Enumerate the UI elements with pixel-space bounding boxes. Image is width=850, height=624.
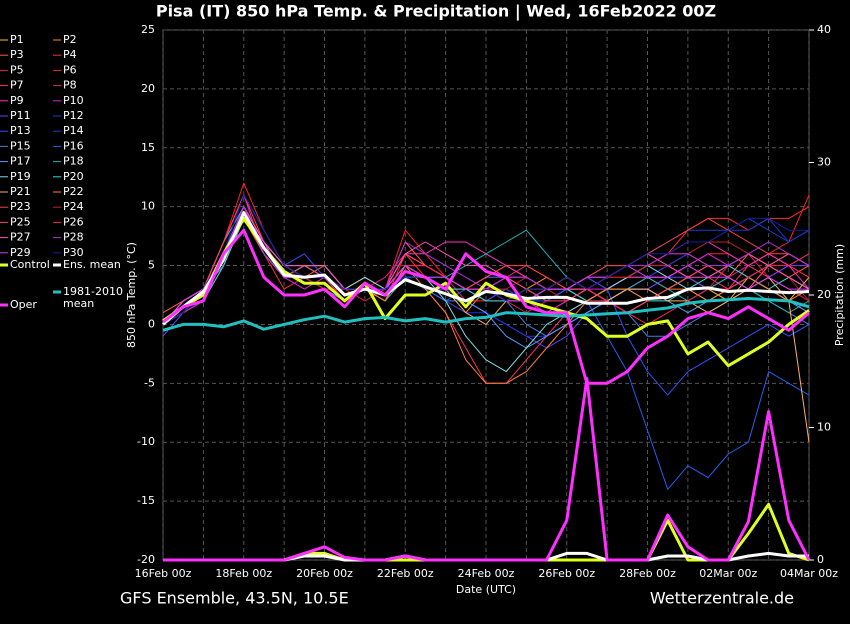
y2-tick-label: 0 — [817, 553, 824, 566]
y2-axis-label: Precipitation (mm) — [833, 244, 846, 346]
legend-label: P8 — [63, 79, 77, 92]
legend-label: P26 — [63, 215, 84, 228]
legend-label: P14 — [63, 124, 84, 137]
legend-label: P4 — [63, 48, 77, 61]
precip-line — [163, 377, 811, 562]
legend-label: P13 — [10, 124, 31, 137]
temp-line — [162, 211, 810, 326]
y2-tick-label: 40 — [817, 23, 831, 36]
x-tick-label: 04Mar 00z — [780, 567, 838, 580]
legend-label: P27 — [10, 231, 31, 244]
x-tick-label: 16Feb 00z — [135, 567, 192, 580]
legend-label: P3 — [10, 48, 24, 61]
legend-label-line: 1981-2010 — [63, 285, 123, 298]
y-axis-label: 850 hPa Temp. (°C) — [125, 242, 138, 348]
legend-label: P30 — [63, 246, 84, 259]
y-tick-label: 15 — [141, 141, 155, 154]
x-tick-label: 02Mar 00z — [699, 567, 757, 580]
legend-label: Control — [10, 258, 50, 271]
y-tick-label: 10 — [141, 200, 155, 213]
y-tick-label: -15 — [137, 494, 155, 507]
y-tick-label: -5 — [144, 376, 155, 389]
x-tick-label: 18Feb 00z — [215, 567, 272, 580]
y2-tick-label: 30 — [817, 156, 831, 169]
y-tick-label: -10 — [137, 435, 155, 448]
x-tick-label: 26Feb 00z — [538, 567, 595, 580]
legend-label: P22 — [63, 185, 84, 198]
y-tick-label: 25 — [141, 23, 155, 36]
legend-label: P19 — [10, 170, 31, 183]
legend-label: P9 — [10, 94, 24, 107]
legend-label: P7 — [10, 79, 24, 92]
x-tick-label: 22Feb 00z — [377, 567, 434, 580]
legend-label: P2 — [63, 33, 77, 46]
legend-label: P5 — [10, 63, 24, 76]
legend-label: P24 — [63, 200, 84, 213]
footer-left: GFS Ensemble, 43.5N, 10.5E — [120, 589, 349, 608]
temp-line — [162, 297, 810, 332]
y-tick-label: 20 — [141, 82, 155, 95]
legend-label: P1 — [10, 33, 24, 46]
legend-label-line: mean — [63, 297, 94, 310]
legend-label: P6 — [63, 63, 77, 76]
legend-label: Ens. mean — [63, 258, 121, 271]
legend-label: P11 — [10, 109, 31, 122]
y-tick-label: 5 — [148, 259, 155, 272]
y2-tick-label: 20 — [817, 288, 831, 301]
y-tick-label: 0 — [148, 317, 155, 330]
legend-label: P29 — [10, 246, 31, 259]
x-axis-label: Date (UTC) — [456, 583, 516, 596]
temp-line — [162, 206, 810, 325]
y-tick-label: -20 — [137, 553, 155, 566]
temp-line — [162, 228, 810, 385]
x-tick-label: 20Feb 00z — [296, 567, 353, 580]
legend-label: P28 — [63, 231, 84, 244]
legend-label: P18 — [63, 155, 84, 168]
legend-label: P15 — [10, 139, 31, 152]
legend-label: P12 — [63, 109, 84, 122]
temp-line — [162, 194, 809, 325]
legend-label: P20 — [63, 170, 84, 183]
footer-right: Wetterzentrale.de — [650, 589, 794, 608]
legend-label: P23 — [10, 200, 31, 213]
legend-label: Oper — [10, 298, 37, 311]
legend-label: P25 — [10, 215, 31, 228]
legend-label: 1981-2010 mean — [63, 285, 123, 310]
legend-label: P10 — [63, 94, 84, 107]
legend-label: P21 — [10, 185, 31, 198]
chart-title: Pisa (IT) 850 hPa Temp. & Precipitation … — [156, 2, 716, 22]
legend-label: P17 — [10, 155, 31, 168]
legend-label: P16 — [63, 139, 84, 152]
y2-tick-label: 10 — [817, 421, 831, 434]
x-tick-label: 28Feb 00z — [619, 567, 676, 580]
x-tick-label: 24Feb 00z — [458, 567, 515, 580]
